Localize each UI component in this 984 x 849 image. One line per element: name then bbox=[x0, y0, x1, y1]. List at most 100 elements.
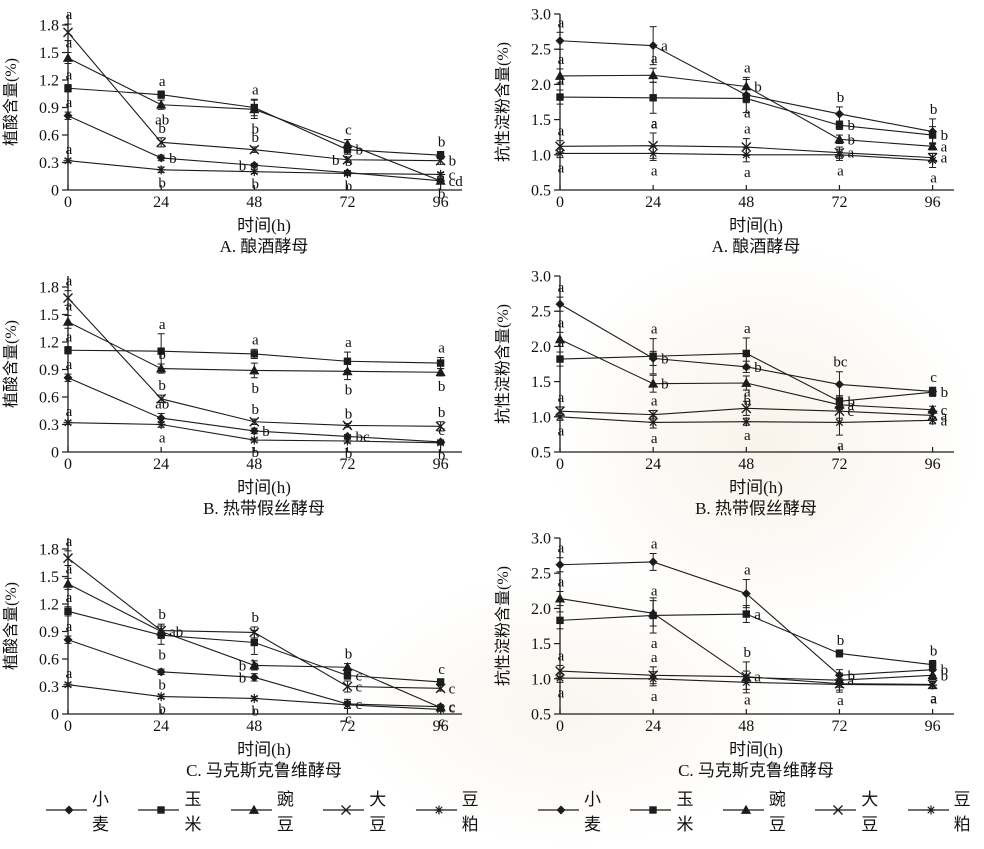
svg-text:72: 72 bbox=[831, 456, 847, 473]
svg-text:c: c bbox=[438, 714, 445, 730]
svg-text:a: a bbox=[558, 15, 565, 31]
svg-text:72: 72 bbox=[831, 718, 847, 735]
svg-text:24: 24 bbox=[645, 456, 661, 473]
svg-text:b: b bbox=[837, 633, 845, 649]
legend-label: 玉米 bbox=[184, 790, 202, 834]
legend-left: 小麦 玉米 豌豆 大豆 豆粕 bbox=[45, 790, 492, 834]
svg-text:a: a bbox=[847, 146, 854, 162]
svg-text:a: a bbox=[661, 39, 668, 55]
svg-text:24: 24 bbox=[153, 456, 169, 473]
legend-label: 大豆 bbox=[369, 790, 387, 834]
svg-text:a: a bbox=[558, 541, 565, 557]
svg-text:a: a bbox=[558, 423, 565, 439]
legend-marker-square bbox=[138, 806, 180, 814]
legend-item-x: 大豆 bbox=[323, 785, 399, 835]
x-axis-label: 时间(h) bbox=[729, 216, 783, 235]
svg-text:bc: bc bbox=[355, 429, 370, 445]
svg-text:1.0: 1.0 bbox=[531, 147, 551, 164]
svg-text:b: b bbox=[252, 402, 260, 418]
legend-marker-triangle bbox=[230, 804, 272, 814]
svg-text:b: b bbox=[661, 351, 669, 367]
legend-label: 豆粕 bbox=[461, 790, 479, 834]
x-axis-label: 时间(h) bbox=[237, 478, 291, 497]
svg-text:b: b bbox=[158, 701, 166, 717]
legend-label: 大豆 bbox=[861, 790, 879, 834]
svg-text:c: c bbox=[438, 662, 445, 678]
svg-text:0: 0 bbox=[51, 445, 59, 462]
svg-text:b: b bbox=[158, 121, 166, 137]
svg-text:c: c bbox=[930, 370, 937, 386]
svg-text:a: a bbox=[651, 393, 658, 409]
svg-text:a: a bbox=[558, 161, 565, 177]
series-line-triangle: abb a c bbox=[554, 315, 948, 419]
svg-text:1.2: 1.2 bbox=[39, 597, 59, 614]
panel-b-left: 0 0.3 0.6 0.9 1.2 1.5 1.8 0 24 48 72 96 植酸含量(%) a ab b b… bbox=[0, 266, 492, 528]
legend-label: 小麦 bbox=[92, 790, 110, 834]
legend-item-x: 大豆 bbox=[815, 785, 891, 835]
svg-text:cd: cd bbox=[449, 174, 464, 190]
svg-text:a: a bbox=[345, 335, 352, 351]
panel-a-left: 0 0.3 0.6 0.9 1.2 1.5 1.8 0 24 48 72 96 植酸含量(%) a b b b c… bbox=[0, 4, 492, 266]
svg-text:0.6: 0.6 bbox=[39, 652, 59, 669]
svg-text:b: b bbox=[239, 158, 247, 174]
svg-text:1.8: 1.8 bbox=[39, 18, 59, 35]
legend-marker-square bbox=[630, 806, 672, 814]
svg-text:a: a bbox=[558, 52, 565, 68]
svg-text:0.6: 0.6 bbox=[39, 390, 59, 407]
series-line-asterisk: a a a a a bbox=[555, 409, 948, 454]
svg-text:a: a bbox=[744, 428, 751, 444]
y-axis-label: 植酸含量(%) bbox=[2, 58, 20, 146]
svg-text:0.5: 0.5 bbox=[531, 445, 551, 462]
y-axis-ticks: 0 0.3 0.6 0.9 1.2 1.5 1.8 bbox=[39, 542, 68, 724]
svg-text:48: 48 bbox=[738, 194, 754, 211]
svg-text:a: a bbox=[744, 321, 751, 337]
svg-text:a: a bbox=[558, 124, 565, 140]
svg-text:b: b bbox=[252, 177, 260, 193]
svg-text:a: a bbox=[66, 142, 73, 158]
svg-text:0: 0 bbox=[51, 707, 59, 724]
svg-text:24: 24 bbox=[153, 718, 169, 735]
series-line-diamond: ab bc c bbox=[63, 619, 456, 716]
svg-text:c: c bbox=[345, 712, 352, 728]
y-axis-label: 植酸含量(%) bbox=[2, 320, 20, 408]
svg-text:72: 72 bbox=[339, 194, 355, 211]
x-axis-ticks: 0 24 48 72 96 bbox=[64, 185, 449, 211]
svg-text:a: a bbox=[66, 561, 73, 577]
svg-text:1.2: 1.2 bbox=[39, 73, 59, 90]
y-axis-label: 抗性淀粉含量(%) bbox=[494, 304, 512, 424]
svg-text:a: a bbox=[651, 322, 658, 338]
svg-text:c: c bbox=[449, 167, 456, 183]
panel-b-right: 0.5 1.0 1.5 2.0 2.5 3.0 0 24 48 72 96 抗性淀粉含量(%) a b b b… bbox=[492, 266, 984, 528]
svg-text:2.0: 2.0 bbox=[531, 77, 551, 94]
y-axis-ticks: 0.5 1.0 1.5 2.0 2.5 3.0 bbox=[531, 269, 560, 462]
svg-text:a: a bbox=[66, 330, 73, 346]
svg-text:b: b bbox=[847, 132, 855, 148]
svg-text:2.5: 2.5 bbox=[531, 304, 551, 321]
legend-marker-diamond bbox=[537, 805, 580, 815]
svg-text:1.0: 1.0 bbox=[531, 671, 551, 688]
svg-text:b: b bbox=[345, 154, 353, 170]
svg-text:96: 96 bbox=[925, 194, 941, 211]
svg-text:a: a bbox=[744, 692, 751, 708]
svg-text:24: 24 bbox=[645, 718, 661, 735]
svg-text:a: a bbox=[66, 666, 73, 682]
svg-text:72: 72 bbox=[831, 194, 847, 211]
svg-text:a: a bbox=[66, 95, 73, 111]
svg-text:a: a bbox=[66, 7, 73, 23]
legend-right: 小麦 玉米 豌豆 大豆 豆粕 bbox=[537, 790, 984, 834]
svg-text:a: a bbox=[66, 36, 73, 52]
svg-text:b: b bbox=[754, 80, 762, 96]
svg-text:a: a bbox=[558, 648, 565, 664]
svg-text:a: a bbox=[930, 170, 937, 186]
y-axis-label: 抗性淀粉含量(%) bbox=[494, 566, 512, 686]
svg-text:bc: bc bbox=[833, 355, 848, 371]
svg-text:a: a bbox=[941, 139, 948, 155]
svg-text:a: a bbox=[754, 670, 761, 686]
svg-text:b: b bbox=[345, 407, 353, 423]
svg-text:b: b bbox=[239, 658, 247, 674]
svg-text:1.5: 1.5 bbox=[531, 636, 551, 653]
